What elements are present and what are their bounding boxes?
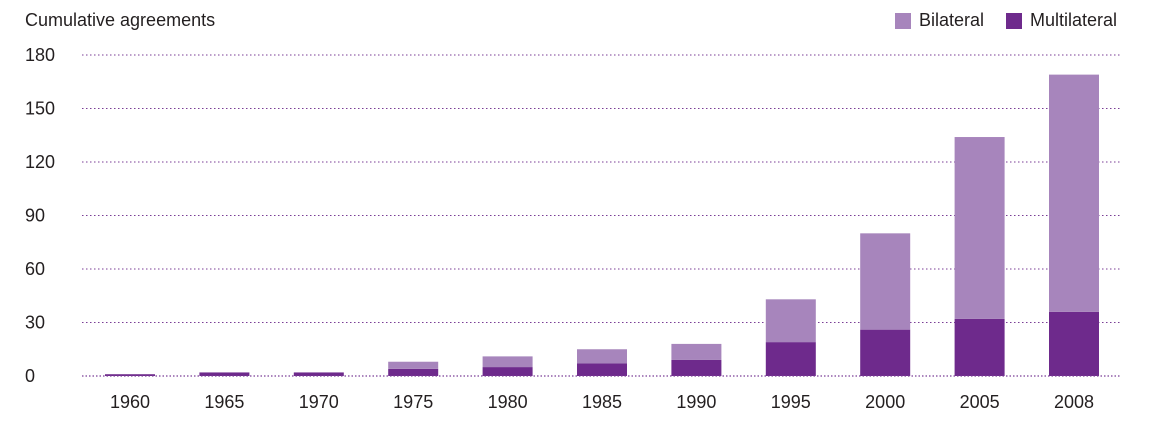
legend-swatch-bilateral [894, 12, 911, 29]
x-tick-label-1985: 1985 [582, 392, 622, 412]
bar-multilateral-2000 [860, 329, 911, 376]
legend-item-multilateral: Multilateral [1005, 10, 1117, 31]
bar-multilateral-1975 [388, 368, 439, 376]
legend-item-bilateral: Bilateral [894, 10, 984, 31]
y-tick-label-150: 150 [25, 99, 55, 119]
legend-label-multilateral: Multilateral [1029, 10, 1117, 30]
x-tick-label-1965: 1965 [204, 392, 244, 412]
bar-bilateral-2008 [1049, 74, 1099, 312]
x-tick-label-1990: 1990 [676, 392, 716, 412]
bar-multilateral-1985 [577, 363, 627, 376]
x-tick-label-1995: 1995 [771, 392, 811, 412]
x-tick-label-1980: 1980 [488, 392, 528, 412]
legend-swatch-multilateral [1005, 12, 1022, 29]
y-tick-label-120: 120 [25, 152, 55, 172]
x-tick-label-2008: 2008 [1054, 392, 1094, 412]
bar-bilateral-2000 [860, 233, 911, 330]
bar-bilateral-1995 [765, 299, 816, 343]
bar-bilateral-1980 [482, 356, 533, 368]
bar-multilateral-1965 [199, 372, 250, 376]
bar-bilateral-1990 [671, 343, 722, 360]
bar-bilateral-2005 [954, 137, 1005, 319]
bar-bilateral-1985 [577, 349, 627, 364]
x-tick-label-2000: 2000 [865, 392, 905, 412]
legend-label-bilateral: Bilateral [918, 10, 984, 30]
bar-multilateral-1980 [482, 367, 533, 376]
x-tick-label-1975: 1975 [393, 392, 433, 412]
bar-multilateral-2008 [1049, 311, 1099, 376]
y-tick-label-0: 0 [25, 366, 35, 386]
x-tick-label-2005: 2005 [960, 392, 1000, 412]
bar-multilateral-1970 [293, 372, 344, 376]
y-tick-label-60: 60 [25, 259, 45, 279]
legend: Bilateral Multilateral [873, 10, 1117, 31]
y-tick-label-90: 90 [25, 206, 45, 226]
bar-multilateral-1995 [765, 342, 816, 376]
bar-multilateral-1960 [105, 374, 155, 376]
x-tick-label-1970: 1970 [299, 392, 339, 412]
y-axis-label: Cumulative agreements [25, 10, 216, 30]
bar-multilateral-2005 [954, 318, 1005, 376]
bar-bilateral-1975 [388, 361, 439, 369]
bar-multilateral-1990 [671, 359, 722, 376]
y-tick-label-180: 180 [25, 45, 55, 65]
x-tick-label-1960: 1960 [110, 392, 150, 412]
y-tick-label-30: 30 [25, 313, 45, 333]
